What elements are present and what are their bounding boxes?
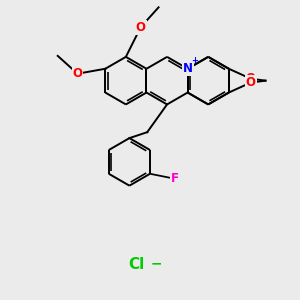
Text: O: O [136, 21, 146, 34]
Text: N: N [183, 62, 193, 75]
Text: F: F [171, 172, 179, 185]
Text: +: + [191, 56, 199, 65]
Text: O: O [246, 72, 256, 85]
Text: −: − [146, 257, 162, 272]
Text: O: O [246, 76, 256, 89]
Text: Cl: Cl [128, 257, 144, 272]
Text: O: O [73, 67, 82, 80]
